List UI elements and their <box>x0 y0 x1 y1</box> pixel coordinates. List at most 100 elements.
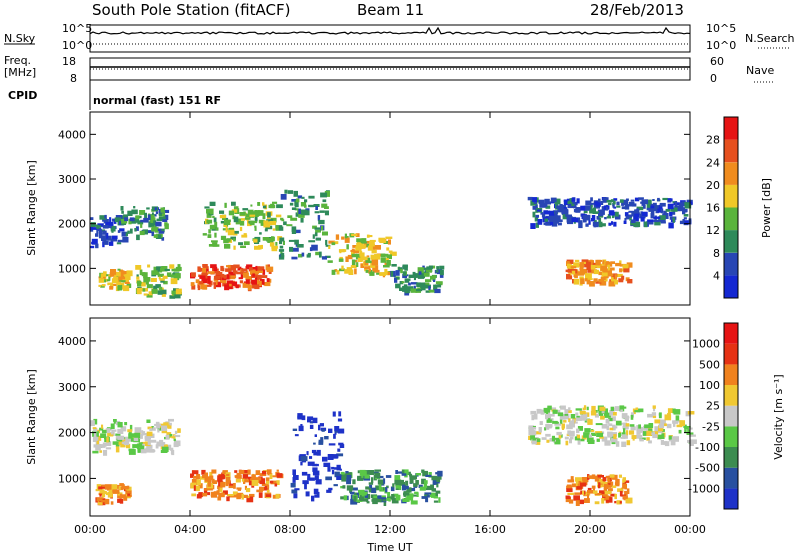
x-tick-label: 00:00 <box>74 523 106 536</box>
heatmap-cell <box>145 447 150 453</box>
heatmap-cell <box>584 498 590 503</box>
heatmap-cell <box>146 277 151 282</box>
heatmap-cell <box>544 198 550 204</box>
colorbar-segment <box>724 467 738 489</box>
heatmap-cell <box>419 486 426 491</box>
heatmap-cell <box>660 419 666 424</box>
heatmap-cell <box>386 260 391 266</box>
heatmap-cell <box>110 283 117 286</box>
heatmap-cell <box>646 199 652 205</box>
heatmap-cell <box>568 499 574 504</box>
heatmap-cell <box>118 486 124 491</box>
heatmap-cell <box>158 211 162 216</box>
heatmap-cell <box>528 435 531 440</box>
heatmap-cell <box>195 279 200 284</box>
heatmap-cell <box>548 201 555 204</box>
heatmap-cell <box>134 218 140 223</box>
heatmap-cell <box>401 473 407 476</box>
heatmap-cell <box>220 481 226 488</box>
heatmap-cell <box>113 277 119 282</box>
heatmap-cell <box>582 268 587 275</box>
heatmap-cell <box>579 499 584 505</box>
heatmap-cell <box>198 267 205 272</box>
heatmap-cell <box>585 200 592 206</box>
heatmap-cell <box>621 206 626 210</box>
heatmap-cell <box>249 478 254 483</box>
heatmap-cell <box>158 231 165 234</box>
heatmap-cell <box>224 243 231 249</box>
heatmap-cell <box>424 492 432 495</box>
heatmap-cell <box>598 198 601 203</box>
heatmap-cell <box>382 487 386 491</box>
heatmap-cell <box>265 264 268 271</box>
heatmap-cell <box>590 432 597 436</box>
heatmap-cell <box>204 275 211 281</box>
heatmap-cell <box>405 485 409 490</box>
heatmap-cell <box>139 210 146 215</box>
heatmap-cell <box>364 267 368 272</box>
heatmap-cell <box>224 219 231 225</box>
heatmap-cell <box>372 269 380 273</box>
heatmap-cell <box>588 220 591 225</box>
heatmap-cell <box>241 494 248 498</box>
heatmap-cell <box>331 466 335 470</box>
heatmap-cell <box>233 206 239 212</box>
heatmap-cell <box>148 291 153 296</box>
heatmap-cell <box>546 439 550 443</box>
heatmap-cell <box>594 477 600 482</box>
heatmap-cell <box>170 278 178 285</box>
colorbar-tick-label: 16 <box>706 202 720 215</box>
heatmap-cell <box>361 497 368 502</box>
heatmap-cell <box>677 206 684 212</box>
heatmap-cell <box>258 210 264 216</box>
heatmap-cell <box>345 471 349 474</box>
heatmap-cell <box>402 469 405 474</box>
heatmap-cell <box>542 410 548 414</box>
heatmap-cell <box>583 210 588 214</box>
colorbar-segment <box>724 184 738 208</box>
heatmap-cell <box>419 285 424 290</box>
heatmap-cell <box>129 424 133 431</box>
heatmap-cell <box>621 441 627 447</box>
heatmap-cell <box>555 409 561 413</box>
heatmap-cell <box>571 217 579 223</box>
heatmap-cell <box>663 423 667 427</box>
heatmap-cell <box>591 485 596 489</box>
heatmap-cell <box>226 238 231 242</box>
heatmap-cell <box>421 469 425 473</box>
heatmap-cell <box>105 447 112 450</box>
heatmap-cell <box>429 492 435 497</box>
heatmap-cell <box>660 208 663 214</box>
heatmap-cell <box>197 266 201 272</box>
heatmap-cell <box>572 279 575 284</box>
heatmap-cell <box>551 221 558 227</box>
heatmap-cell <box>228 283 232 287</box>
heatmap-cell <box>589 204 593 208</box>
heatmap-cell <box>668 222 674 229</box>
heatmap-cell <box>134 228 137 232</box>
heatmap-cell <box>624 212 629 217</box>
heatmap-cell <box>386 497 391 501</box>
heatmap-cell <box>254 276 258 283</box>
heatmap-cell <box>249 481 253 486</box>
heatmap-cell <box>142 443 145 447</box>
heatmap-cell <box>207 284 212 287</box>
heatmap-cell <box>689 434 696 437</box>
heatmap-cell <box>408 473 412 477</box>
heatmap-cell <box>638 424 641 429</box>
heatmap-cell <box>148 214 155 219</box>
heatmap-cell <box>398 485 402 490</box>
heatmap-cell <box>118 439 122 445</box>
heatmap-cell <box>690 439 697 444</box>
heatmap-cell <box>371 244 375 250</box>
heatmap-cell <box>418 271 422 275</box>
heatmap-cell <box>405 480 409 486</box>
heatmap-cell <box>93 427 98 432</box>
heatmap-cell <box>211 469 217 474</box>
heatmap-cell <box>621 275 625 280</box>
heatmap-cell <box>577 438 585 442</box>
heatmap-cell <box>374 472 381 478</box>
colorbar-frame <box>723 322 739 510</box>
heatmap-cell <box>687 440 691 443</box>
heatmap-cell <box>582 407 586 411</box>
